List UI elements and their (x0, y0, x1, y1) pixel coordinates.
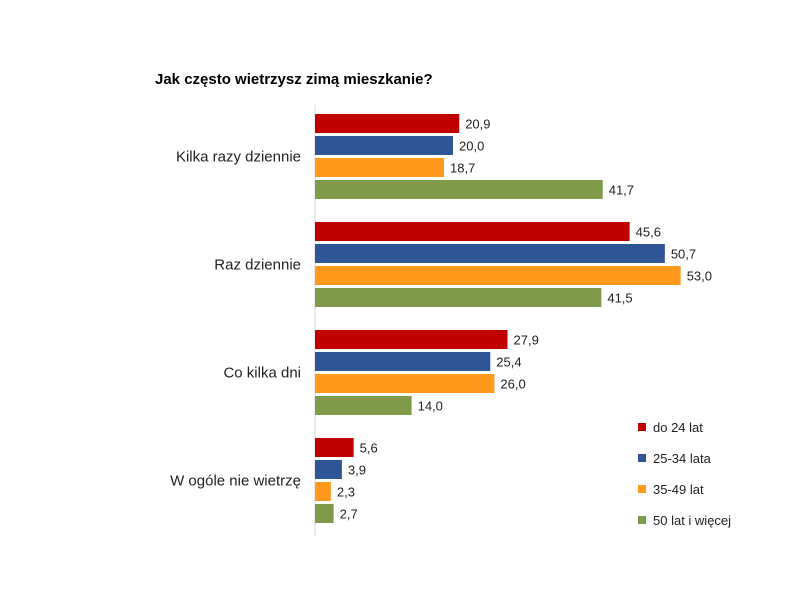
data-label: 27,9 (514, 333, 539, 348)
legend-swatch (638, 454, 646, 462)
bar (315, 460, 342, 479)
bar (315, 114, 460, 133)
legend-label: 50 lat i więcej (653, 513, 731, 528)
legend: do 24 lat 25-34 lata 35-49 lat 50 lat i wię… (638, 420, 731, 528)
legend-label: 35-49 lat (653, 482, 704, 497)
category-label: Co kilka dni (223, 365, 301, 382)
data-label: 20,0 (459, 139, 484, 154)
data-label: 41,5 (607, 291, 632, 306)
legend-swatch (638, 516, 646, 524)
chart-title: Jak często wietrzysz zimą mieszkanie? (155, 71, 433, 88)
bar (315, 504, 334, 523)
data-label: 18,7 (450, 161, 475, 176)
bar (315, 482, 331, 501)
bar (315, 266, 681, 285)
category-label: W ogóle nie wietrzę (170, 473, 301, 490)
bar (315, 244, 665, 263)
bar (315, 136, 453, 155)
data-label: 2,3 (337, 485, 355, 500)
legend-swatch (638, 485, 646, 493)
data-label: 26,0 (500, 377, 525, 392)
bar (315, 288, 602, 307)
bar (315, 396, 412, 415)
data-label: 25,4 (496, 355, 521, 370)
data-label: 3,9 (348, 463, 366, 478)
bar (315, 374, 495, 393)
bars-group: Kilka razy dziennie 20,9 20,0 18,7 41,7 Raz d… (170, 114, 712, 523)
data-label: 20,9 (465, 117, 490, 132)
bar (315, 180, 603, 199)
data-label: 2,7 (340, 507, 358, 522)
bar (315, 438, 354, 457)
category-label: Raz dziennie (214, 257, 301, 274)
legend-label: 25-34 lata (653, 451, 712, 466)
bar (315, 330, 508, 349)
bar (315, 158, 445, 177)
legend-swatch (638, 423, 646, 431)
data-label: 41,7 (609, 183, 634, 198)
bar (315, 352, 491, 371)
data-label: 50,7 (671, 247, 696, 262)
legend-label: do 24 lat (653, 420, 703, 435)
category-label: Kilka razy dziennie (176, 149, 301, 166)
data-label: 14,0 (418, 399, 443, 414)
data-label: 45,6 (636, 225, 661, 240)
bar (315, 222, 630, 241)
data-label: 5,6 (360, 441, 378, 456)
data-label: 53,0 (687, 269, 712, 284)
